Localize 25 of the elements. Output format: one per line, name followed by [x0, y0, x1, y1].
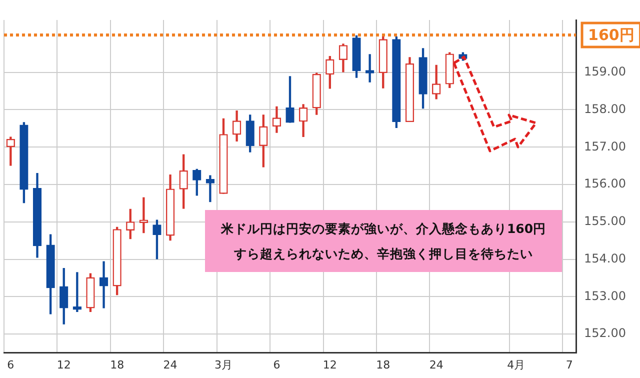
- y-tick-label: 152.00: [584, 326, 626, 340]
- y-tick-label: 156.00: [584, 176, 626, 191]
- x-tick-label: 18: [110, 358, 124, 372]
- x-tick-label: 12: [56, 358, 71, 372]
- candlestick: [139, 197, 148, 234]
- x-tick-label: 4月: [507, 358, 526, 372]
- ref-line-label: 160円: [588, 26, 634, 44]
- y-tick-label: 154.00: [584, 251, 626, 266]
- x-tick-label: 6: [7, 358, 14, 372]
- x-tick-label: 24: [163, 358, 178, 372]
- candlestick: [206, 175, 215, 202]
- y-tick-label: 155.00: [584, 214, 626, 228]
- x-tick-label: 24: [429, 358, 444, 372]
- x-tick-label: 12: [322, 358, 337, 372]
- x-tick-label: 18: [376, 358, 390, 372]
- annotation: すら超えられないため、辛抱強く押し目を待ちたい: [233, 245, 534, 263]
- x-tick-label: 7: [566, 358, 573, 372]
- x-tick-label: 3月: [214, 358, 232, 372]
- y-tick-label: 158.00: [584, 102, 626, 116]
- x-tick-label: 6: [273, 358, 280, 372]
- annotation: 米ドル円は円安の要素が強いが、介入懸念もあり160円: [220, 220, 548, 238]
- y-tick-label: 153.00: [584, 288, 626, 303]
- y-tick-label: 157.00: [584, 139, 626, 154]
- candlestick: [99, 261, 108, 308]
- y-tick-label: 159.00: [584, 64, 626, 78]
